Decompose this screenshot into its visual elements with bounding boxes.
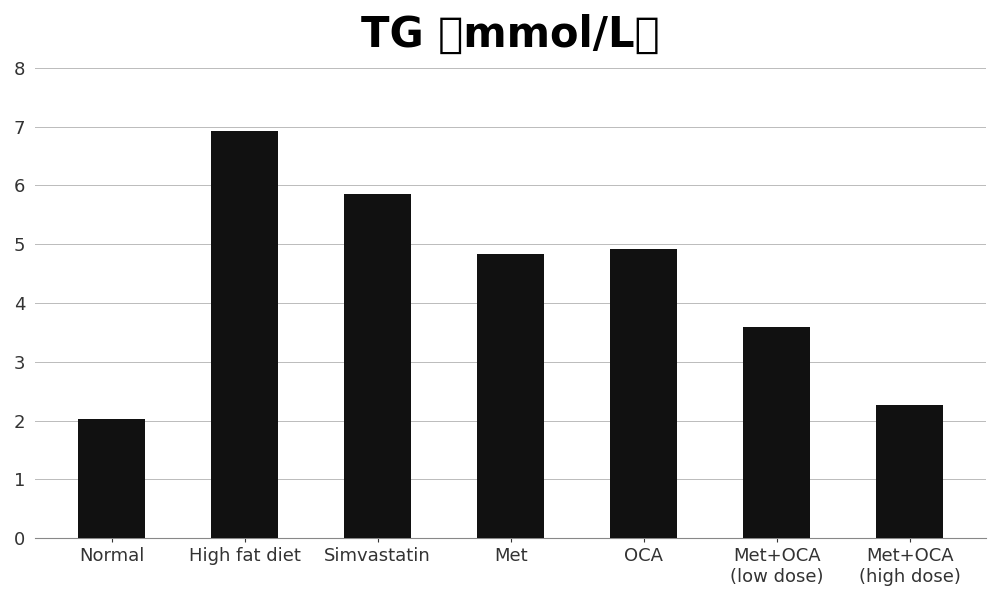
Bar [743, 326, 810, 538]
Bar [211, 131, 278, 538]
Title: TG （mmol/L）: TG （mmol/L） [361, 14, 660, 56]
Bar [78, 419, 145, 538]
Bar [477, 254, 544, 538]
Bar [610, 249, 677, 538]
Bar [876, 405, 943, 538]
Bar [344, 194, 411, 538]
